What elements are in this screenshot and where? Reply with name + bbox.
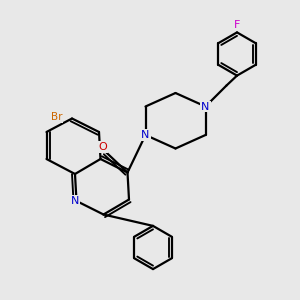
- Text: Br: Br: [51, 112, 62, 122]
- Text: N: N: [201, 101, 210, 112]
- Text: N: N: [71, 196, 79, 206]
- Text: N: N: [141, 130, 150, 140]
- Text: F: F: [234, 20, 240, 30]
- Text: O: O: [98, 142, 107, 152]
